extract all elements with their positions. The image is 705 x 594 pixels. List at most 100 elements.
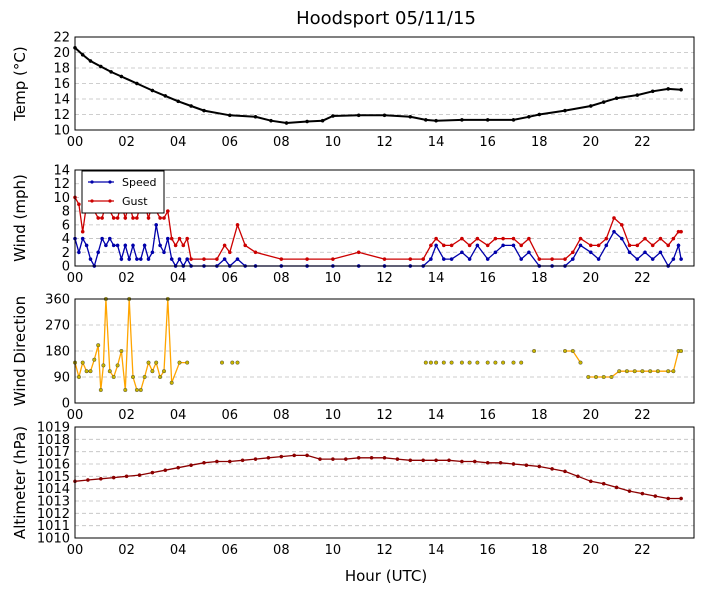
y-axis-label: Wind Direction	[11, 296, 29, 406]
data-point-speed	[162, 250, 166, 255]
data-point-gust	[627, 243, 632, 248]
data-point-pressure	[576, 474, 580, 479]
legend-entry: Gust	[122, 195, 148, 208]
data-point-gust	[305, 257, 309, 261]
data-point-direction	[230, 360, 235, 365]
data-point-speed	[475, 243, 480, 248]
data-point-speed	[115, 243, 120, 248]
x-tick-label: 04	[170, 543, 187, 558]
data-point-speed	[107, 236, 112, 241]
x-tick-label: 06	[221, 135, 238, 150]
data-point-direction	[570, 349, 575, 354]
data-point-direction	[467, 360, 472, 365]
data-point-gust	[177, 236, 182, 241]
x-tick-label: 08	[273, 135, 290, 150]
data-point-gust	[165, 209, 170, 213]
x-tick-label: 02	[118, 408, 135, 423]
data-point-pressure	[447, 458, 451, 463]
data-point-temp	[382, 113, 387, 118]
series-line-direction	[74, 298, 188, 391]
series-line-gust	[74, 197, 682, 260]
x-tick-label: 06	[221, 543, 238, 558]
legend-entry: Speed	[122, 176, 156, 189]
data-point-gust	[173, 243, 178, 248]
data-point-temp	[485, 118, 490, 122]
data-point-temp	[253, 114, 258, 119]
x-tick-label: 04	[170, 135, 187, 150]
x-tick-label: 18	[531, 543, 548, 558]
data-point-speed	[146, 257, 151, 261]
data-point-temp	[150, 88, 155, 93]
y-tick-label: 18	[53, 62, 70, 77]
data-point-speed	[154, 223, 159, 227]
data-point-temp	[511, 118, 516, 122]
data-point-pressure	[666, 496, 671, 501]
y-axis-label: Altimeter (hPa)	[11, 426, 29, 539]
data-point-gust	[643, 236, 647, 241]
data-point-speed	[658, 250, 663, 255]
data-point-temp	[408, 114, 413, 119]
data-point-speed	[596, 257, 601, 261]
data-point-speed	[679, 257, 683, 261]
data-point-gust	[222, 243, 227, 248]
x-tick-label: 20	[583, 543, 600, 558]
y-tick-label: 14	[53, 93, 70, 108]
data-point-temp	[601, 100, 606, 104]
x-tick-label: 00	[67, 271, 84, 286]
x-tick-label: 12	[376, 271, 393, 286]
data-point-pressure	[369, 455, 374, 460]
data-point-pressure	[318, 457, 322, 461]
data-point-speed	[612, 229, 616, 234]
data-point-direction	[617, 369, 622, 374]
data-point-pressure	[111, 475, 116, 480]
data-point-pressure	[253, 457, 258, 461]
x-tick-label: 02	[118, 271, 135, 286]
data-point-gust	[169, 236, 174, 241]
data-point-gust	[408, 257, 413, 261]
y-tick-label: 14	[53, 164, 70, 179]
data-point-direction	[88, 369, 93, 374]
data-point-pressure	[292, 453, 297, 458]
data-point-speed	[434, 243, 438, 248]
x-tick-label: 08	[273, 408, 290, 423]
plot-frame	[74, 298, 695, 404]
data-point-pressure	[86, 478, 90, 482]
data-point-pressure	[653, 494, 658, 498]
data-point-speed	[131, 243, 135, 248]
data-point-direction	[586, 375, 591, 380]
data-point-gust	[519, 243, 524, 248]
data-point-temp	[423, 118, 428, 122]
data-point-temp	[527, 114, 531, 119]
data-point-direction	[111, 375, 116, 380]
x-tick-label: 02	[118, 135, 135, 150]
data-point-speed	[460, 250, 464, 255]
data-point-gust	[235, 223, 240, 227]
data-point-direction	[138, 388, 143, 393]
y-tick-label: 10	[53, 191, 70, 206]
data-point-temp	[305, 119, 309, 124]
data-point-pressure	[498, 460, 503, 465]
data-point-speed	[177, 257, 182, 261]
data-point-speed	[185, 257, 190, 261]
data-point-gust	[135, 216, 139, 220]
data-point-direction	[154, 360, 159, 365]
data-point-direction	[648, 369, 653, 374]
data-point-gust	[146, 216, 151, 220]
series-direction	[72, 297, 684, 393]
data-point-speed	[493, 250, 498, 255]
x-tick-label: 22	[634, 543, 651, 558]
data-point-speed	[150, 250, 155, 255]
data-point-direction	[428, 360, 433, 365]
data-point-gust	[671, 236, 676, 241]
data-point-pressure	[343, 457, 348, 461]
data-point-speed	[138, 257, 143, 261]
data-point-direction	[123, 388, 128, 393]
plot-frame	[74, 426, 695, 539]
data-point-pressure	[614, 485, 619, 490]
x-tick-label: 14	[428, 135, 445, 150]
data-point-direction	[434, 360, 439, 365]
data-point-direction	[459, 360, 464, 365]
data-point-temp	[320, 118, 325, 123]
